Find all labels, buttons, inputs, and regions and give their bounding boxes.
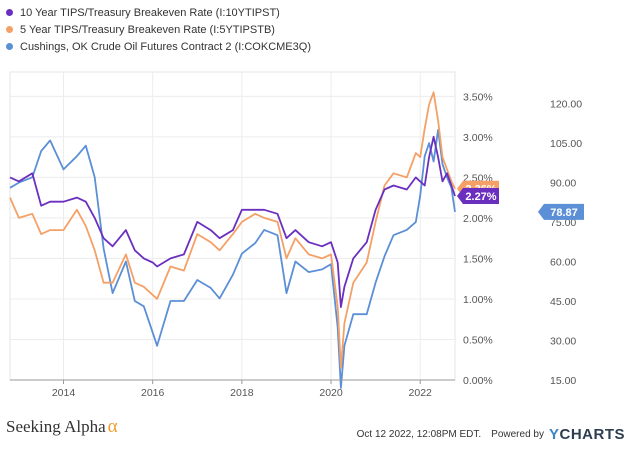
powered-by: Powered by [491, 429, 544, 440]
plot-frame [9, 71, 456, 381]
y-right-tick-label: 30.00 [550, 336, 576, 348]
chart-legend: 10 Year TIPS/Treasury Breakeven Rate (I:… [6, 4, 311, 55]
end-tag-10y-bg [457, 188, 499, 205]
legend-dot-5y [6, 26, 13, 33]
legend-item-oil[interactable]: Cushings, OK Crude Oil Futures Contract … [6, 38, 311, 55]
y-right-tick-label: 90.00 [550, 178, 576, 190]
legend-item-10y[interactable]: 10 Year TIPS/Treasury Breakeven Rate (I:… [6, 4, 311, 21]
y-left-tick-label: 0.50% [463, 334, 493, 346]
y-right-tick-label: 60.00 [550, 257, 576, 269]
timestamp: Oct 12 2022, 12:08PM EDT. [356, 429, 482, 440]
legend-item-5y[interactable]: 5 Year TIPS/Treasury Breakeven Rate (I:5… [6, 21, 311, 38]
end-tag-5y: 2.36% [457, 180, 499, 197]
y-left-tick-label: 2.00% [463, 213, 493, 225]
footer-credits: Oct 12 2022, 12:08PM EDT. Powered by YCH… [357, 426, 625, 443]
legend-dot-10y [6, 9, 13, 16]
end-tag-oil-bg [538, 203, 584, 220]
end-tag-oil-text: 78.87 [550, 207, 578, 219]
seeking-alpha-logo: Seeking Alpha α [6, 416, 118, 438]
x-tick-label: 2022 [409, 387, 433, 399]
x-tick-label: 2014 [52, 387, 76, 399]
y-left-tick-label: 3.50% [463, 91, 493, 103]
y-left-tick-label: 2.50% [463, 172, 493, 184]
y-left-tick-label: 3.00% [463, 132, 493, 144]
legend-label-5y: 5 Year TIPS/Treasury Breakeven Rate (I:5… [20, 23, 275, 36]
series-line-10y[interactable] [9, 135, 456, 308]
series-line-oil[interactable] [9, 129, 456, 389]
x-tick-label: 2020 [319, 387, 343, 399]
y-left-tick-label: 1.50% [463, 253, 493, 265]
end-tag-10y-text: 2.27% [465, 191, 496, 203]
ycharts-logo-y: Y [548, 426, 560, 443]
end-tag-10y: 2.27% [457, 188, 499, 205]
y-right-tick-label: 105.00 [550, 138, 582, 150]
legend-dot-oil [6, 43, 13, 50]
y-right-tick-label: 75.00 [550, 217, 576, 229]
x-tick-label: 2018 [230, 387, 254, 399]
alpha-glyph: α [107, 416, 118, 437]
y-right-tick-label: 45.00 [550, 296, 576, 308]
ycharts-logo-rest: CHARTS [559, 426, 625, 443]
legend-label-oil: Cushings, OK Crude Oil Futures Contract … [20, 40, 311, 53]
y-left-tick-label: 1.00% [463, 294, 493, 306]
end-tag-oil: 78.87 [538, 203, 584, 220]
y-right-tick-label: 15.00 [550, 375, 576, 387]
y-left-tick-label: 0.00% [463, 375, 493, 387]
x-tick-label: 2016 [141, 387, 165, 399]
end-tag-5y-bg [457, 180, 499, 197]
brand-name: Seeking Alpha [6, 417, 106, 436]
legend-label-10y: 10 Year TIPS/Treasury Breakeven Rate (I:… [20, 6, 280, 19]
y-right-tick-label: 120.00 [550, 99, 582, 111]
ycharts-logo[interactable]: YCHARTS [549, 426, 625, 443]
series-line-5y[interactable] [9, 91, 456, 369]
end-tag-5y-text: 2.36% [465, 184, 496, 196]
